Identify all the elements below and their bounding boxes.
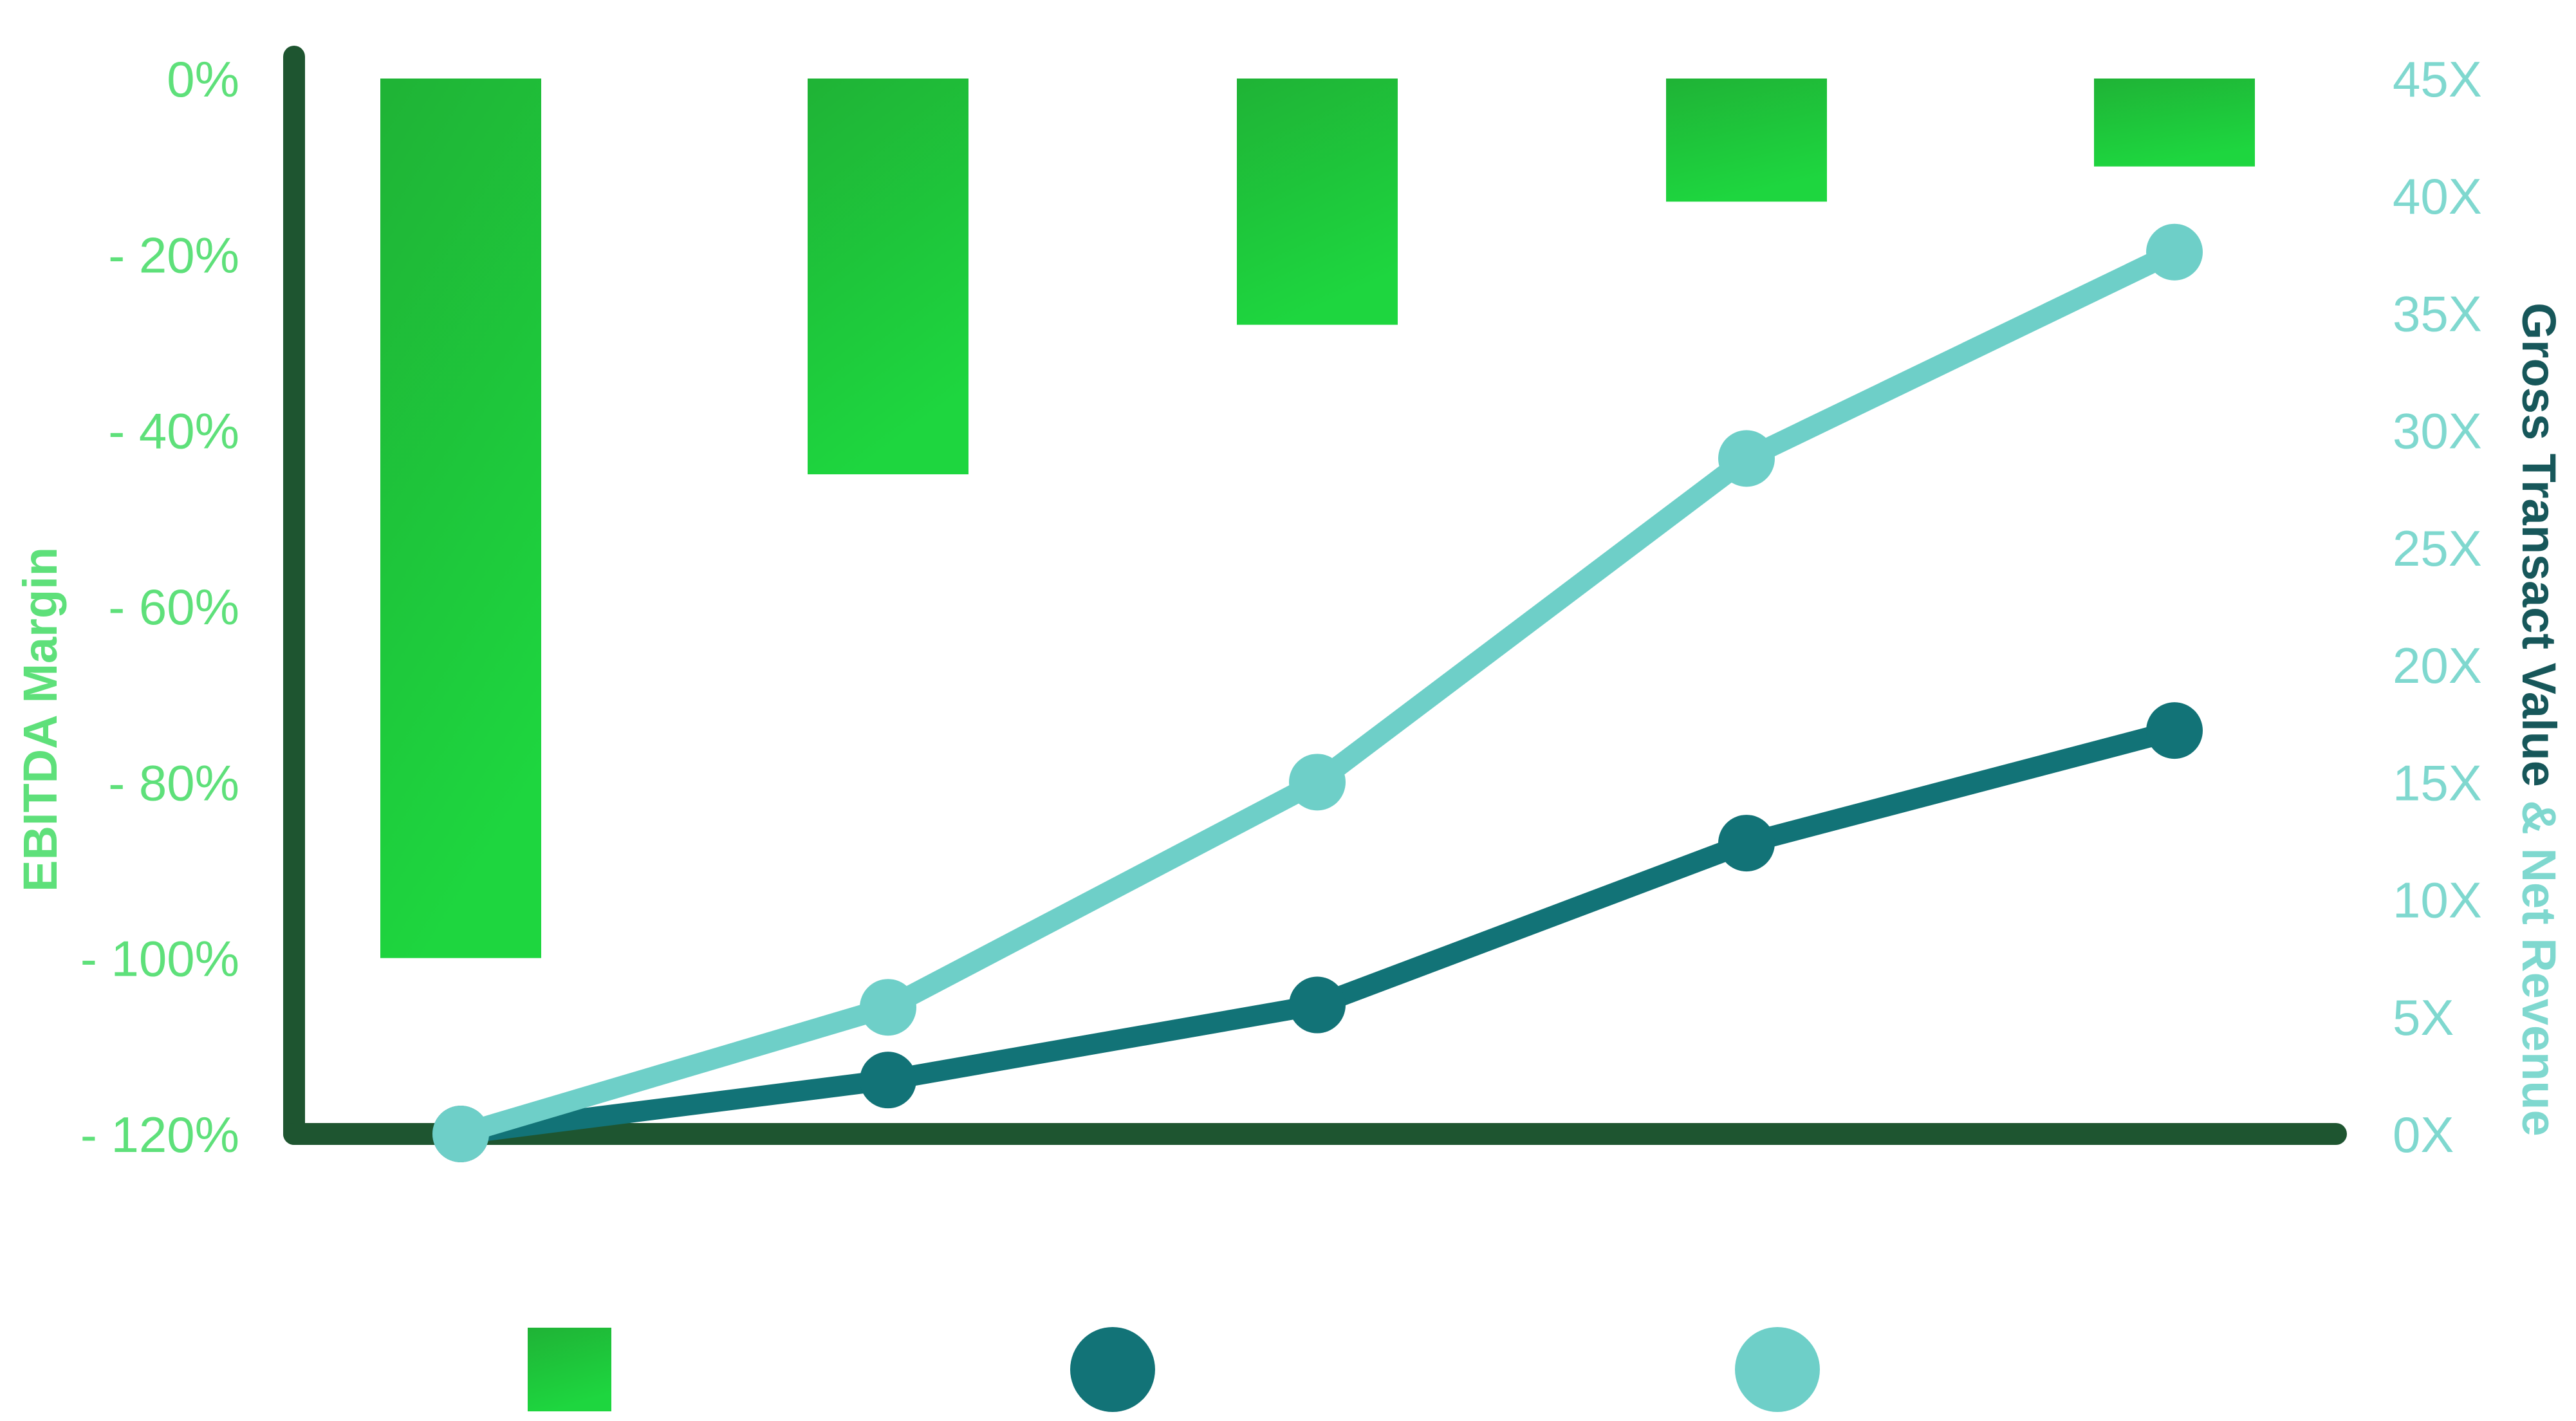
left-tick-label: 0% <box>167 51 239 107</box>
left-tick-label: - 60% <box>108 579 239 635</box>
legend-swatch-light-line <box>1735 1327 1820 1412</box>
bar-4 <box>1666 79 1827 202</box>
legend-swatch-bar <box>528 1328 611 1411</box>
axes <box>283 46 2347 1145</box>
bars-layer <box>380 79 2255 958</box>
left-tick-label: - 40% <box>108 403 239 460</box>
right-tick-label: 0X <box>2393 1106 2454 1163</box>
left-axis-title: EBITDA Margin <box>14 547 67 892</box>
right-tick-label: 45X <box>2393 51 2482 107</box>
legend-swatch-dark-line <box>1070 1327 1155 1412</box>
right-axis-title-separator: & <box>2512 787 2566 848</box>
right-axis-title-part1: Gross Transact Value <box>2512 302 2566 787</box>
dark-line-point-3 <box>1289 976 1346 1034</box>
right-tick-label: 30X <box>2393 403 2482 460</box>
legend <box>528 1327 1820 1412</box>
bar-1 <box>380 79 541 958</box>
right-tick-label: 40X <box>2393 168 2482 225</box>
light-line-point-2 <box>860 979 916 1036</box>
right-tick-label: 15X <box>2393 754 2482 811</box>
right-tick-label: 35X <box>2393 285 2482 342</box>
right-axis-ticks: 45X 40X 35X 30X 25X 20X 15X 10X 5X 0X <box>2393 51 2482 1163</box>
right-axis-title: Gross Transact Value & Net Revenue <box>2512 302 2566 1137</box>
dark-line-point-5 <box>2146 702 2203 759</box>
right-tick-label: 10X <box>2393 872 2482 929</box>
light-line-point-5 <box>2146 223 2203 281</box>
right-tick-label: 20X <box>2393 637 2482 694</box>
right-tick-label: 5X <box>2393 989 2454 1046</box>
light-line-point-4 <box>1718 430 1775 487</box>
bar-5 <box>2094 79 2255 167</box>
light-line-point-1 <box>432 1106 489 1162</box>
lines-layer <box>432 223 2203 1162</box>
bar-2 <box>808 79 968 474</box>
light-line-point-3 <box>1289 754 1346 811</box>
left-tick-label: - 100% <box>80 931 239 987</box>
dark-line-point-4 <box>1718 815 1775 872</box>
right-axis-title-part2: Net Revenue <box>2512 848 2566 1137</box>
left-tick-label: - 80% <box>108 754 239 811</box>
dark-line-point-2 <box>860 1052 916 1109</box>
left-tick-label: - 20% <box>108 227 239 283</box>
bar-3 <box>1237 79 1398 325</box>
left-tick-label: - 120% <box>80 1106 239 1163</box>
left-axis-ticks: 0% - 20% - 40% - 60% - 80% - 100% - 120% <box>80 51 239 1163</box>
right-tick-label: 25X <box>2393 520 2482 577</box>
